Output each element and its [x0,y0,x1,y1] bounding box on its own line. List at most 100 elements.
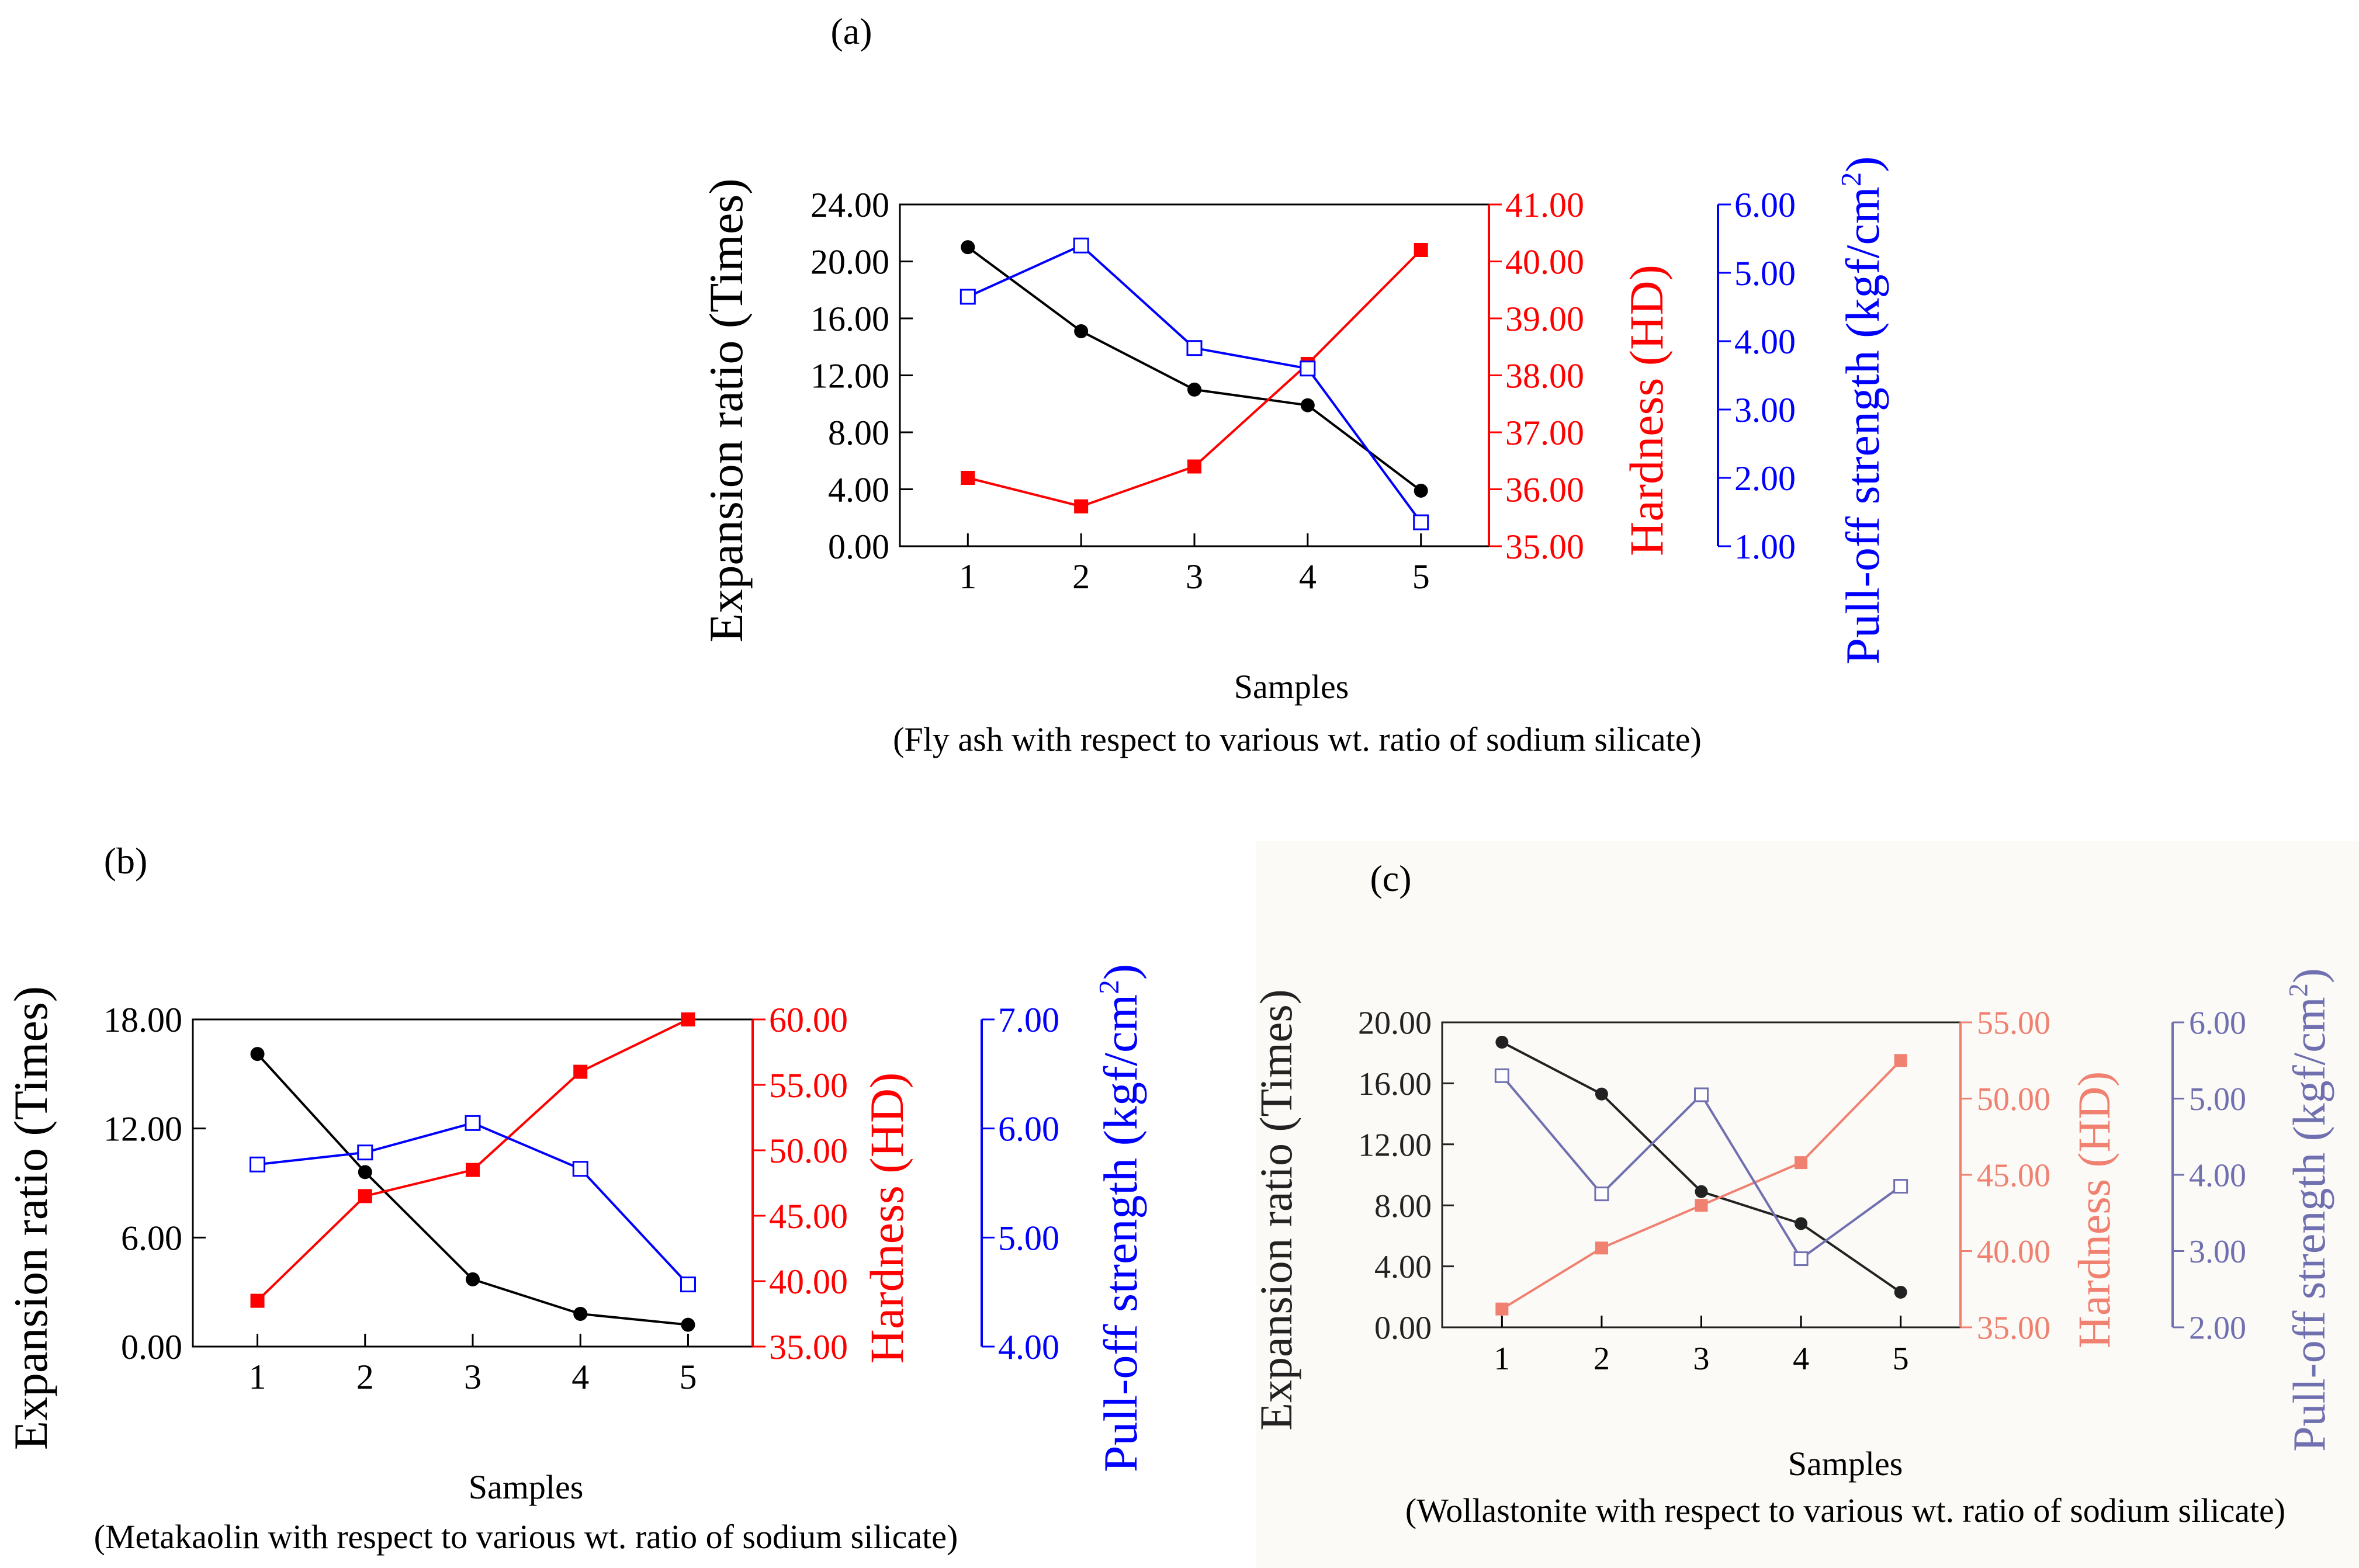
y-mid-axis-title: Hardness (HD) [860,1073,913,1364]
series-line-mid [257,1018,689,1302]
y-right-tick-label: 7.00 [998,1001,1059,1039]
data-point-mid [358,1189,372,1203]
data-point-left [1894,1285,1907,1299]
data-point-left [466,1272,480,1286]
y-mid-tick-label: 45.00 [1977,1158,2050,1194]
y-right-axis-title-sup: 2 [1835,172,1867,187]
x-tick-label: 4 [1299,557,1317,596]
data-point-right [1793,1251,1809,1267]
y-mid-tick-label: 36.00 [1505,471,1584,509]
data-point-right [1893,1179,1908,1194]
y-mid-tick-label: 50.00 [1977,1081,2050,1118]
y-left-tick-label: 4.00 [828,471,889,509]
x-tick-label: 1 [249,1358,266,1396]
y-left-tick-label: 4.00 [1374,1249,1432,1285]
y-mid-tick-label: 35.00 [1505,528,1584,566]
y-mid-axis-title: Hardness (HD) [1620,265,1673,556]
data-point-right [680,1276,696,1293]
data-point-left [681,1317,695,1332]
y-right-axis-title: Pull-off strength (kgf/cm2) [1093,964,1147,1472]
data-point-left [1595,1087,1608,1101]
y-mid-tick-label: 39.00 [1505,300,1584,338]
y-mid-tick-label: 40.00 [769,1262,848,1301]
y-right-tick-label: 4.00 [1734,322,1796,361]
y-right-tick-label: 5.00 [2189,1081,2246,1118]
y-right-axis-title-end: ) [1836,156,1889,172]
y-left-tick-label: 8.00 [828,414,889,452]
x-tick-label: 4 [1793,1341,1809,1377]
data-point-mid [1795,1156,1808,1170]
data-point-right [1413,514,1429,530]
data-point-mid [1187,459,1201,474]
data-point-mid [250,1293,265,1308]
y-left-tick-label: 20.00 [810,243,889,282]
data-point-right [1694,1087,1709,1102]
data-point-right [1494,1068,1509,1083]
y-right-tick-label: 3.00 [1734,391,1796,429]
data-point-left [1074,324,1089,338]
y-mid-axis-title: Hardness (HD) [2069,1071,2119,1348]
panel-caption: (Fly ash with respect to various wt. rat… [893,720,1702,758]
y-left-tick-label: 0.00 [1374,1310,1432,1347]
y-mid-tick-label: 55.00 [769,1066,848,1105]
series-line-right [257,1122,689,1285]
x-tick-label: 1 [959,557,976,596]
y-left-axis-title: Expansion ratio (Times) [4,986,57,1450]
data-point-right [1594,1187,1609,1202]
y-right-axis-title-sup: 2 [2283,983,2313,997]
data-point-left [250,1047,265,1061]
x-tick-label: 2 [1594,1341,1610,1377]
x-axis-title: Samples [469,1468,584,1506]
data-point-right [572,1161,588,1177]
y-right-axis-title-end: ) [1094,964,1147,980]
y-left-tick-label: 0.00 [121,1328,182,1366]
x-tick-label: 2 [356,1358,374,1396]
x-axis-title: Samples [1234,668,1349,706]
data-point-mid [466,1163,480,1177]
y-mid-tick-label: 55.00 [1977,1005,2050,1042]
data-point-right [1186,340,1203,356]
x-tick-label: 5 [679,1358,697,1396]
panel-label: (b) [104,840,148,882]
data-point-left [1187,382,1201,397]
chart-panel-a: (a)1 2 3 4 50.004.008.0012.0016.0020.0024.00… [699,11,1889,758]
x-tick-label: 3 [1693,1341,1710,1377]
data-point-left [1414,483,1428,498]
data-point-left [1300,398,1315,412]
x-tick-label: 4 [571,1358,589,1396]
y-right-tick-label: 1.00 [1734,528,1796,566]
y-mid-tick-label: 35.00 [1977,1310,2050,1347]
data-point-mid [681,1012,695,1026]
y-right-tick-label: 4.00 [2189,1158,2246,1194]
y-right-tick-label: 6.00 [2189,1005,2246,1042]
series-line-left [967,246,1422,492]
data-point-right [250,1156,266,1172]
x-tick-label: 3 [1186,557,1203,596]
panel-label: (a) [830,11,872,52]
x-tick-label: 3 [464,1358,482,1396]
y-mid-tick-label: 50.00 [769,1132,848,1170]
y-left-tick-label: 8.00 [1374,1188,1432,1224]
data-point-mid [1495,1302,1509,1316]
y-right-tick-label: 2.00 [1734,459,1796,498]
y-left-tick-label: 18.00 [103,1001,182,1039]
y-left-axis-title: Expansion ratio (Times) [699,178,753,642]
data-point-left [573,1307,588,1321]
y-right-tick-label: 6.00 [998,1110,1059,1149]
y-right-axis-title-main: Pull-off strength (kgf/cm [2284,997,2334,1451]
data-point-mid [573,1064,588,1079]
y-left-tick-label: 0.00 [828,528,889,566]
x-tick-label: 5 [1893,1341,1909,1377]
y-mid-tick-label: 38.00 [1505,357,1584,396]
data-point-mid [1595,1241,1608,1255]
data-point-right [465,1115,481,1131]
y-right-axis-title: Pull-off strength (kgf/cm2) [1835,156,1889,664]
y-left-tick-label: 6.00 [121,1219,182,1257]
chart-panel-b: (b)1 2 3 4 50.006.0012.0018.0035.0040.0045.0… [4,840,1147,1556]
x-axis-title: Samples [1788,1445,1903,1483]
y-right-axis-title-main: Pull-off strength (kgf/cm [1836,186,1889,664]
data-point-mid [1414,243,1428,257]
y-left-tick-label: 20.00 [1358,1005,1432,1042]
data-point-right [959,289,976,305]
y-left-axis-title: Expansion ratio (Times) [1250,989,1301,1430]
